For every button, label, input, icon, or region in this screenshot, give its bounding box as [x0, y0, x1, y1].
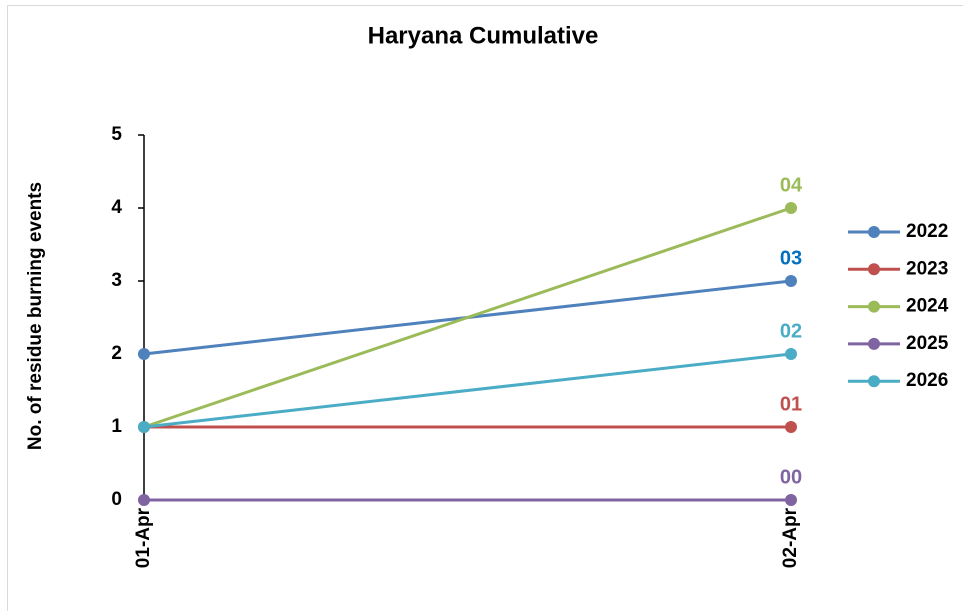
legend-marker: [868, 375, 880, 388]
legend-label: 2022: [906, 221, 948, 242]
data-point: [785, 348, 797, 360]
data-point: [785, 202, 797, 214]
data-label: 01: [780, 393, 802, 415]
legend-marker: [868, 300, 880, 313]
data-point: [785, 421, 797, 433]
legend-label: 2023: [906, 258, 948, 279]
y-axis-label: No. of residue burning events: [25, 182, 46, 450]
data-point: [138, 348, 150, 360]
data-point: [138, 494, 150, 506]
y-tick-label: 0: [111, 489, 122, 510]
legend-marker: [868, 226, 880, 238]
series-line: [143, 352, 792, 429]
data-label: 04: [780, 174, 803, 196]
y-tick-label: 3: [111, 270, 122, 291]
data-label: 02: [780, 320, 802, 342]
series-line: [143, 206, 792, 429]
data-point: [785, 275, 797, 287]
legend-label: 2026: [906, 370, 948, 391]
chart-border: [7, 5, 963, 611]
x-tick-label: 01-Apr: [133, 507, 154, 568]
y-tick-label: 2: [111, 343, 122, 364]
legend-label: 2025: [906, 333, 949, 354]
y-tick-label: 5: [111, 124, 122, 145]
legend-marker: [868, 263, 880, 276]
data-point: [785, 494, 797, 506]
data-label: 00: [780, 466, 802, 488]
legend-marker: [868, 337, 880, 350]
chart-title: Haryana Cumulative: [368, 22, 599, 49]
y-tick-label: 1: [111, 416, 122, 437]
data-point: [138, 421, 150, 433]
data-label: 03: [780, 247, 802, 269]
x-tick-label: 02-Apr: [780, 507, 801, 568]
legend-label: 2024: [906, 296, 949, 317]
y-tick-label: 4: [111, 197, 122, 218]
